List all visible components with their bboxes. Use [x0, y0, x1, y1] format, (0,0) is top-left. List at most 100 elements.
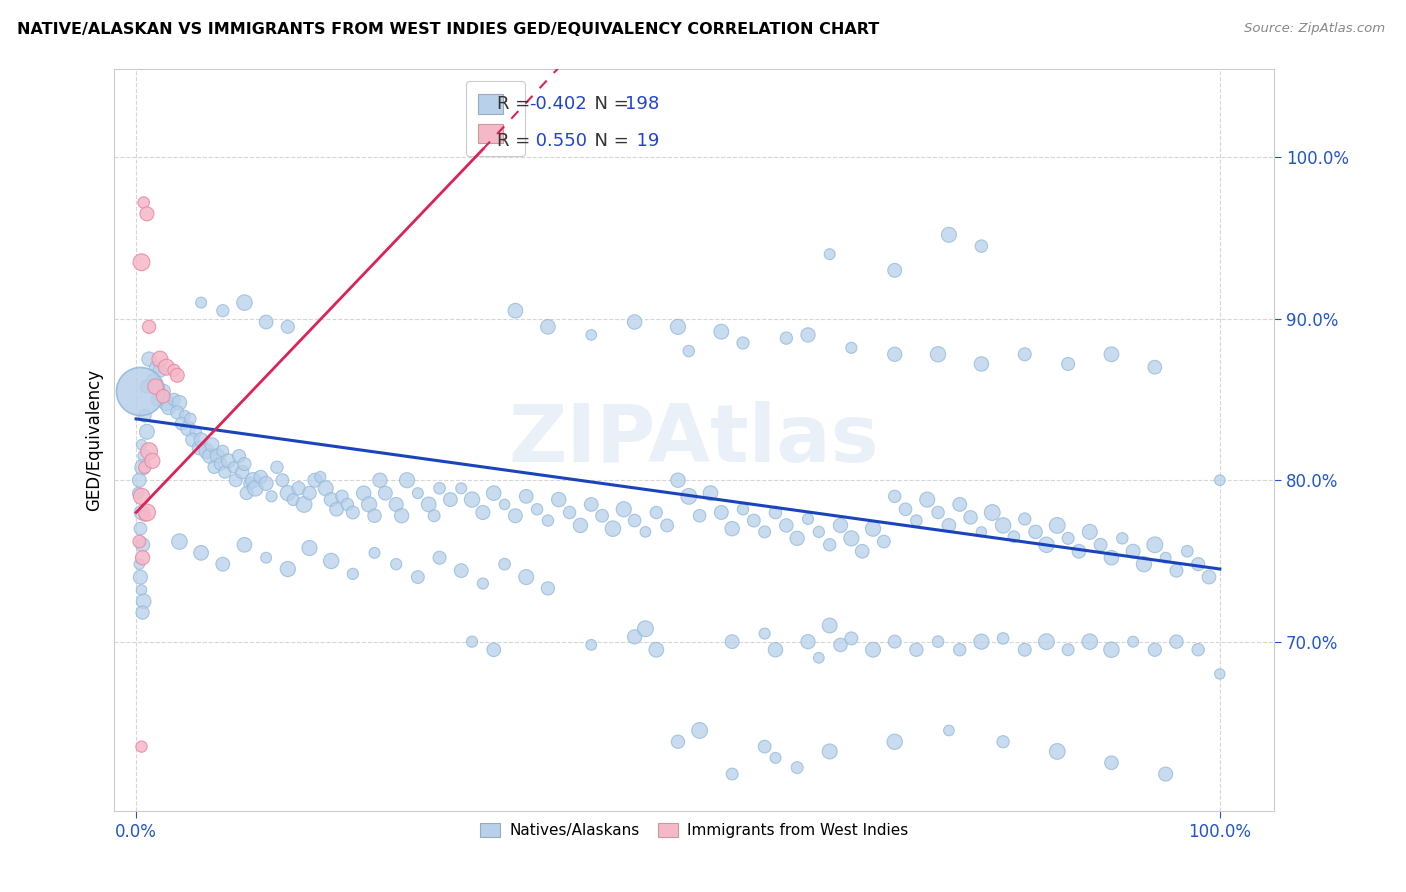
Point — [309, 470, 332, 484]
Point — [155, 360, 177, 375]
Text: 19: 19 — [624, 132, 659, 151]
Point — [1154, 767, 1177, 781]
Point — [742, 514, 765, 528]
Point — [938, 723, 960, 738]
Point — [1101, 347, 1123, 361]
Point — [368, 473, 391, 487]
Point — [184, 425, 207, 439]
Point — [537, 319, 560, 334]
Point — [1187, 642, 1209, 657]
Point — [841, 632, 863, 646]
Y-axis label: GED/Equivalency: GED/Equivalency — [86, 368, 103, 511]
Text: ZIPAtlas: ZIPAtlas — [509, 401, 880, 479]
Point — [1057, 357, 1080, 371]
Point — [710, 506, 733, 520]
Point — [283, 492, 305, 507]
Point — [336, 498, 359, 512]
Point — [179, 412, 201, 426]
Point — [231, 465, 253, 479]
Point — [181, 433, 204, 447]
Point — [970, 524, 993, 539]
Point — [505, 303, 527, 318]
Point — [482, 642, 505, 657]
Point — [731, 502, 754, 516]
Point — [786, 761, 808, 775]
Text: 198: 198 — [624, 95, 659, 113]
Text: R =: R = — [498, 132, 536, 151]
Point — [1035, 538, 1057, 552]
Point — [818, 538, 841, 552]
Point — [623, 630, 645, 644]
Point — [131, 460, 153, 475]
Point — [721, 634, 744, 648]
Point — [991, 632, 1014, 646]
Point — [304, 473, 326, 487]
Point — [138, 444, 160, 458]
Point — [1175, 544, 1198, 558]
Point — [330, 489, 353, 503]
Point — [1014, 512, 1036, 526]
Point — [613, 502, 636, 516]
Point — [266, 460, 288, 475]
Point — [166, 405, 188, 419]
Point — [128, 557, 150, 571]
Point — [134, 508, 156, 523]
Point — [959, 510, 981, 524]
Point — [883, 263, 905, 277]
Point — [1078, 634, 1101, 648]
Text: NATIVE/ALASKAN VS IMMIGRANTS FROM WEST INDIES GED/EQUIVALENCY CORRELATION CHART: NATIVE/ALASKAN VS IMMIGRANTS FROM WEST I… — [17, 22, 879, 37]
Point — [830, 638, 852, 652]
Point — [260, 489, 283, 503]
Point — [134, 409, 156, 423]
Point — [132, 594, 155, 608]
Point — [254, 315, 277, 329]
Point — [1101, 550, 1123, 565]
Text: N =: N = — [583, 132, 634, 151]
Point — [177, 421, 200, 435]
Point — [146, 392, 169, 407]
Point — [149, 352, 172, 367]
Point — [1002, 530, 1025, 544]
Point — [991, 518, 1014, 533]
Point — [915, 492, 938, 507]
Point — [494, 498, 516, 512]
Point — [927, 634, 949, 648]
Point — [145, 379, 167, 393]
Point — [207, 449, 229, 463]
Point — [152, 384, 174, 399]
Point — [242, 473, 264, 487]
Point — [731, 336, 754, 351]
Point — [1057, 532, 1080, 546]
Point — [277, 486, 299, 500]
Legend: Natives/Alaskans, Immigrants from West Indies: Natives/Alaskans, Immigrants from West I… — [474, 817, 914, 845]
Point — [981, 506, 1004, 520]
Point — [689, 508, 711, 523]
Point — [461, 492, 484, 507]
Point — [145, 360, 167, 375]
Point — [190, 295, 212, 310]
Point — [754, 739, 776, 754]
Point — [228, 449, 250, 463]
Point — [775, 331, 797, 345]
Point — [970, 239, 993, 253]
Point — [666, 473, 689, 487]
Point — [883, 347, 905, 361]
Point — [138, 352, 160, 367]
Point — [128, 473, 150, 487]
Point — [129, 522, 152, 536]
Point — [581, 327, 603, 342]
Point — [623, 315, 645, 329]
Point — [131, 438, 153, 452]
Point — [1078, 524, 1101, 539]
Point — [1122, 544, 1144, 558]
Text: N =: N = — [583, 95, 634, 113]
Point — [211, 444, 233, 458]
Point — [818, 618, 841, 632]
Point — [202, 460, 225, 475]
Point — [537, 514, 560, 528]
Point — [894, 502, 917, 516]
Point — [198, 449, 221, 463]
Point — [721, 522, 744, 536]
Point — [1111, 532, 1133, 546]
Point — [239, 476, 262, 491]
